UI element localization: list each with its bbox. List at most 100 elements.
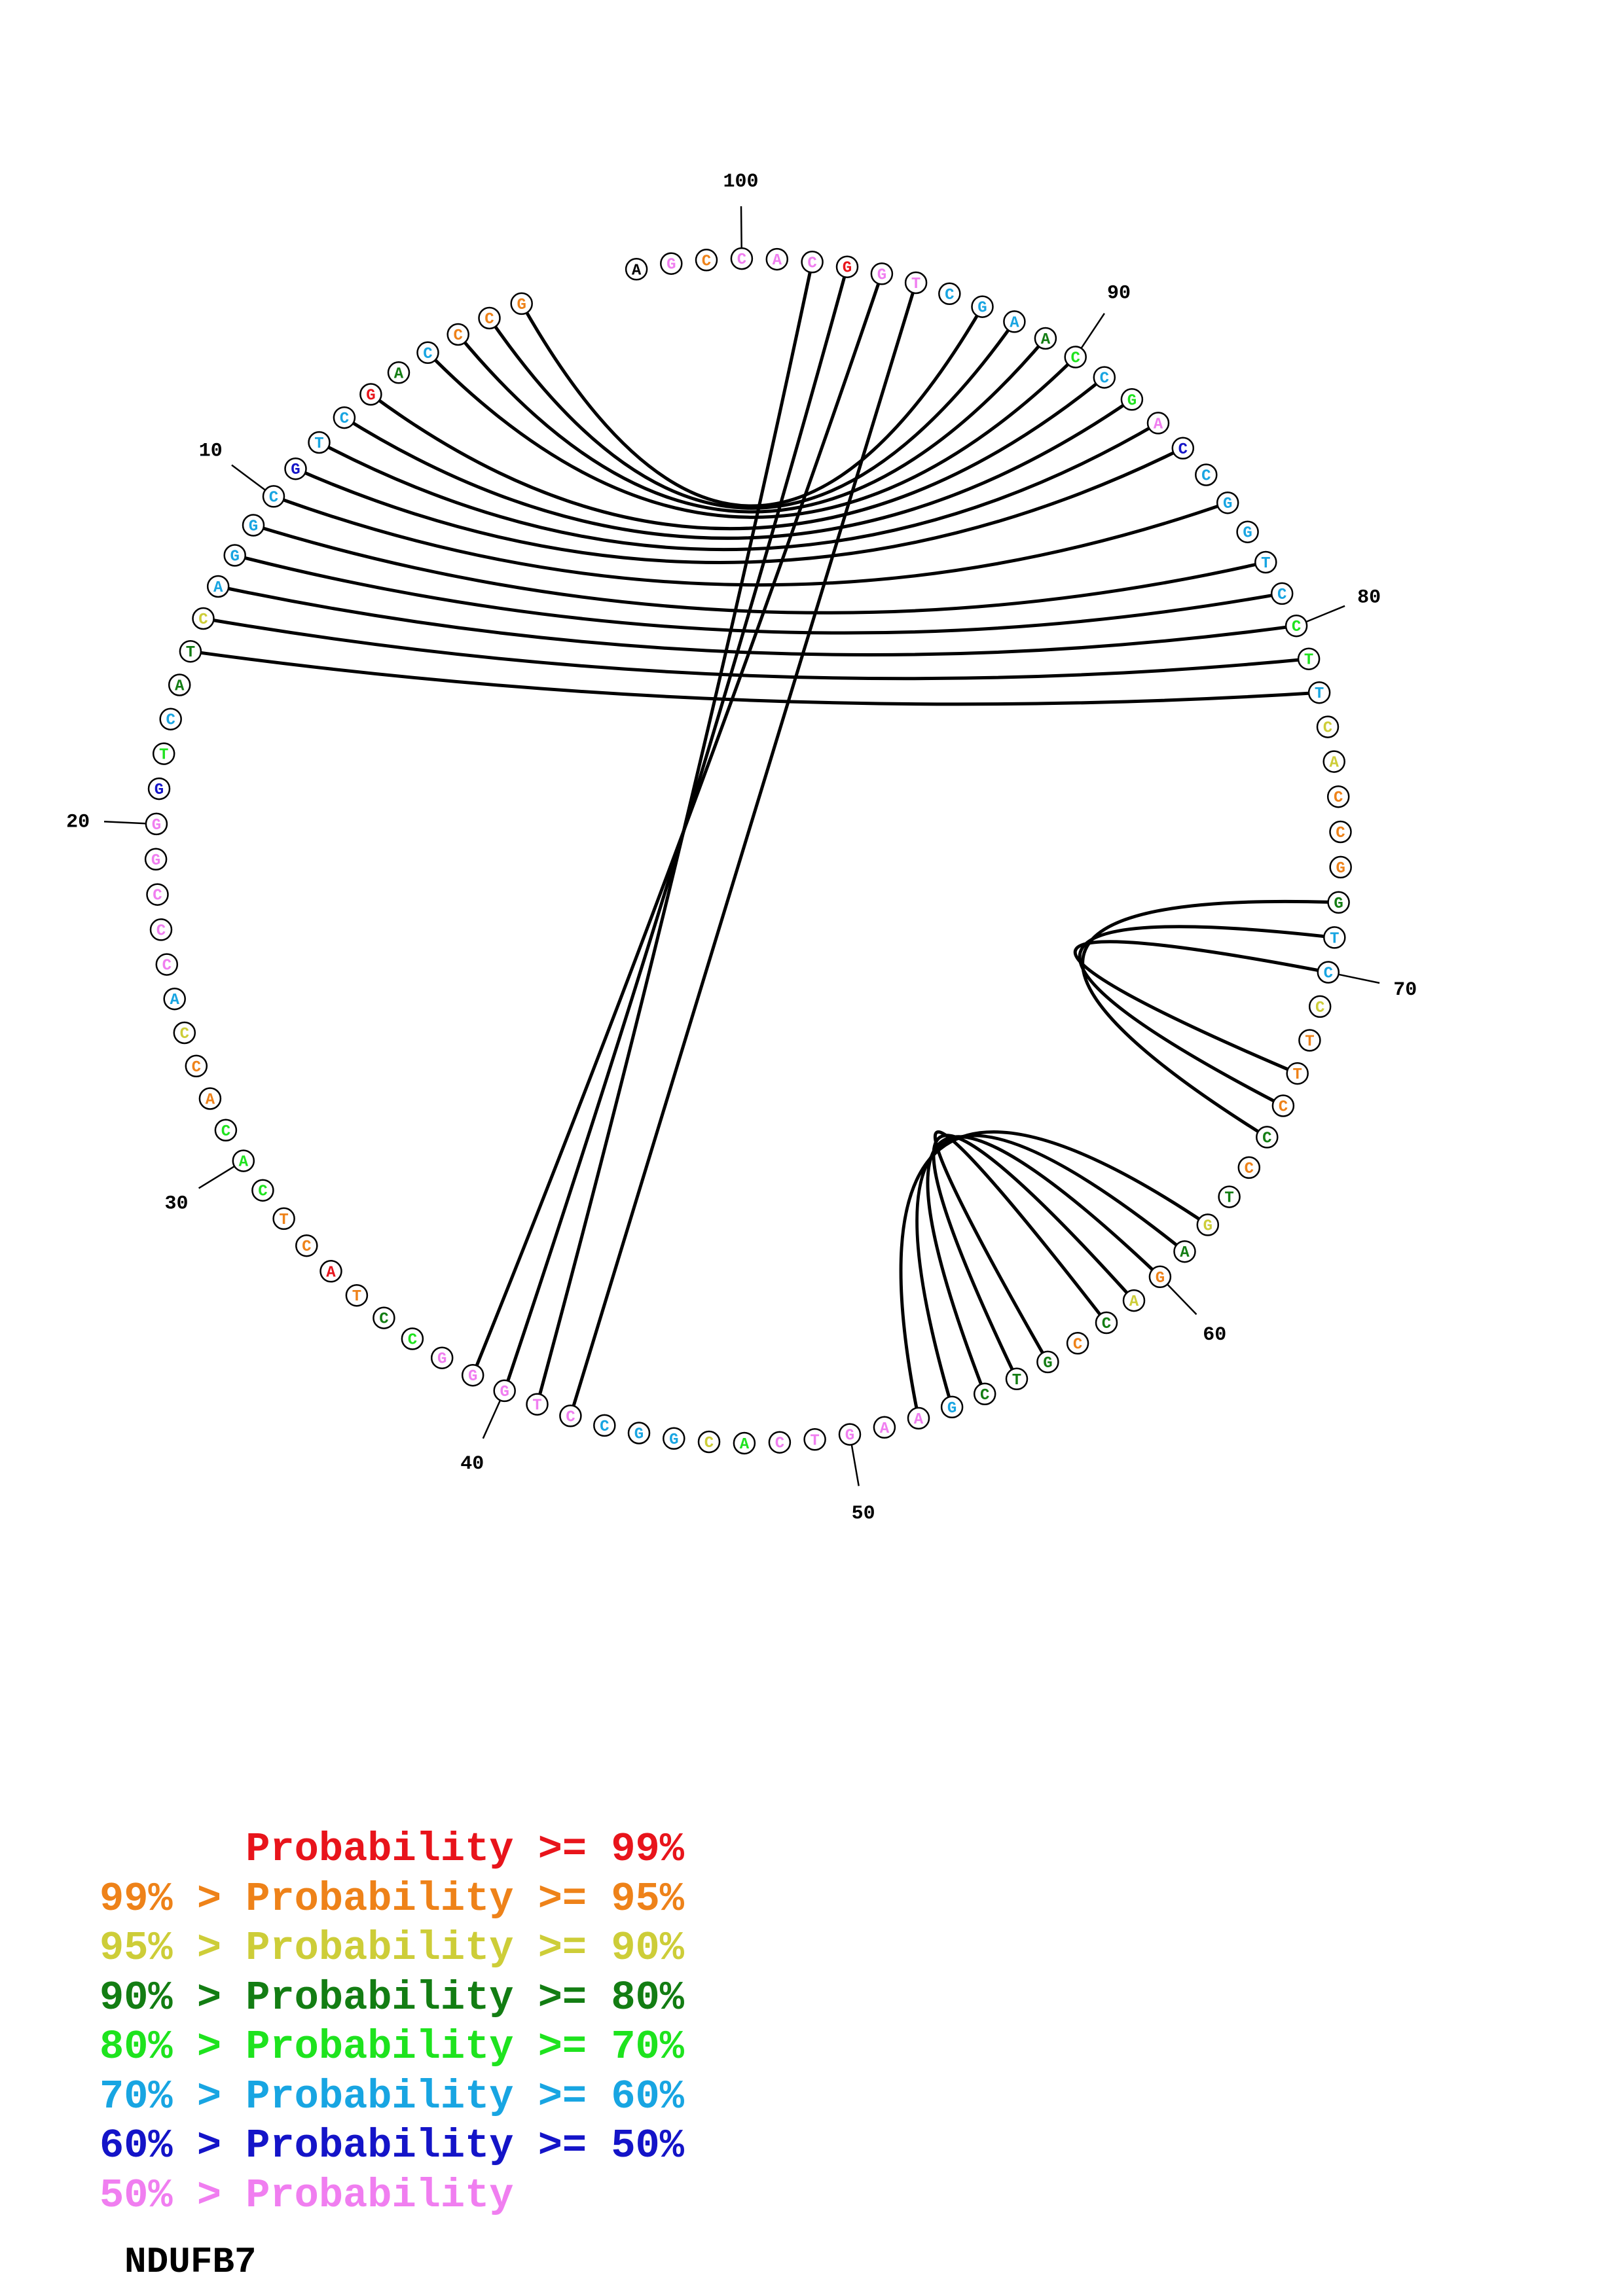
nucleotide-letter: T <box>1292 1066 1302 1084</box>
nucleotide-circle <box>973 1382 996 1406</box>
nucleotide-circle <box>232 1149 255 1172</box>
base-pair-arc <box>253 524 1266 615</box>
nucleotide-node: C <box>1308 995 1332 1018</box>
nucleotide-letter: C <box>702 253 711 270</box>
nucleotide-letter: A <box>914 1411 924 1429</box>
nucleotide-circle <box>1329 820 1352 844</box>
nucleotide-letter: C <box>423 346 432 363</box>
base-pair-arc <box>217 584 1297 657</box>
nucleotide-node: A <box>1173 1240 1196 1263</box>
nucleotide-node: A <box>625 258 648 281</box>
nucleotide-node: C <box>1271 1094 1295 1117</box>
nucleotide-node: C <box>478 306 501 330</box>
nucleotide-letter: T <box>186 644 195 662</box>
nucleotide-node: C <box>155 953 179 976</box>
nucleotide-letter: G <box>1127 392 1137 410</box>
nucleotide-letter: C <box>1315 999 1324 1017</box>
nucleotide-node: G <box>1327 891 1350 914</box>
nucleotide-node: G <box>359 383 382 406</box>
nucleotide-node: C <box>697 1430 721 1454</box>
nucleotide-letter: C <box>566 1408 575 1426</box>
nucleotide-letter: G <box>468 1368 477 1386</box>
nucleotide-letter: C <box>1324 965 1333 983</box>
nucleotide-letter: G <box>1156 1270 1165 1287</box>
base-pair-arc <box>933 1130 1108 1363</box>
tick-label: 40 <box>460 1453 484 1475</box>
nucleotide-node: A <box>1146 412 1170 435</box>
nucleotide-letter: G <box>843 260 852 278</box>
nucleotide-circle <box>262 485 285 508</box>
nucleotide-node: T <box>1254 550 1277 574</box>
nucleotide-circle <box>1317 961 1340 984</box>
tick-label: 90 <box>1107 282 1131 304</box>
tick-label: 30 <box>164 1193 188 1215</box>
nucleotide-letter: G <box>437 1351 447 1369</box>
nucleotide-circle <box>461 1363 484 1387</box>
base-pair-arc <box>520 302 984 508</box>
base-pair-arc <box>190 649 1320 706</box>
nucleotide-letter: C <box>1323 720 1332 738</box>
nucleotide-letter: C <box>1292 619 1301 636</box>
nucleotide-circle <box>214 1119 238 1142</box>
nucleotide-node: A <box>198 1087 222 1110</box>
nucleotide-circle <box>1327 891 1350 914</box>
nucleotide-node: G <box>144 848 168 871</box>
nucleotide-circle <box>1218 1185 1241 1208</box>
nucleotide-circle <box>1256 1126 1279 1149</box>
nucleotide-node: A <box>765 247 789 271</box>
nucleotide-node: A <box>232 1149 255 1172</box>
nucleotide-node: G <box>870 262 894 285</box>
nucleotide-circle <box>223 544 246 567</box>
legend-item: 99% > Probability >= 95% <box>100 1875 684 1922</box>
nucleotide-letter: T <box>1315 685 1324 703</box>
nucleotide-letter: C <box>1336 825 1345 842</box>
nucleotide-letter: T <box>1305 1033 1314 1051</box>
nucleotide-circle <box>697 1430 721 1454</box>
tick-mark <box>198 1165 235 1189</box>
nucleotide-node: C <box>416 341 439 365</box>
nucleotide-node: T <box>1298 1029 1321 1052</box>
tick-label: 80 <box>1357 587 1381 609</box>
nucleotide-node: C <box>695 249 718 272</box>
nucleotide-letter: G <box>230 548 239 566</box>
nucleotide-letter: C <box>258 1183 267 1201</box>
nucleotide-letter: G <box>155 781 164 799</box>
nucleotide-letter: G <box>152 817 161 834</box>
nucleotide-circle <box>192 607 215 630</box>
legend-item: 80% > Probability >= 70% <box>100 2024 684 2070</box>
nucleotide-letter: C <box>704 1435 714 1452</box>
nucleotide-letter: C <box>180 1026 189 1043</box>
nucleotide-node: A <box>733 1431 756 1455</box>
nucleotide-circle <box>1122 1289 1146 1312</box>
nucleotide-letter: G <box>845 1427 854 1445</box>
tick-label: 10 <box>199 440 223 463</box>
nucleotide-circle <box>401 1327 424 1350</box>
nucleotide-node: A <box>387 361 410 384</box>
nucleotide-circle <box>1329 855 1352 879</box>
nucleotide-circle <box>1298 1029 1321 1052</box>
nucleotide-circle <box>1271 1094 1295 1117</box>
nucleotide-node: G <box>493 1379 516 1403</box>
tick-mark <box>231 464 266 491</box>
nucleotide-node: A <box>163 987 186 1011</box>
nucleotide-circle <box>1036 1350 1059 1374</box>
nucleotide-circle <box>1307 681 1331 704</box>
legend-item: Probability >= 99% <box>100 1826 684 1873</box>
nucleotide-circle <box>1146 412 1170 435</box>
nucleotide-circle <box>284 457 307 480</box>
nucleotide-circle <box>251 1179 274 1202</box>
nucleotide-node: C <box>1329 820 1352 844</box>
nucleotide-node: A <box>907 1407 930 1430</box>
nucleotide-node: C <box>1316 715 1340 738</box>
base-pair-arc <box>488 317 1016 510</box>
nucleotide-letter: G <box>977 300 987 317</box>
legend-item: 70% > Probability >= 60% <box>100 2073 684 2120</box>
nucleotide-node: T <box>803 1428 826 1451</box>
nucleotide-circle <box>1095 1311 1118 1335</box>
base-pair-arc <box>899 1130 1209 1419</box>
legend-item: 95% > Probability >= 90% <box>100 1925 684 1971</box>
nucleotide-letter: C <box>198 611 208 629</box>
nucleotide-letter: C <box>453 327 462 345</box>
nucleotide-node: C <box>1326 785 1350 808</box>
nucleotide-letter: C <box>1070 350 1080 368</box>
